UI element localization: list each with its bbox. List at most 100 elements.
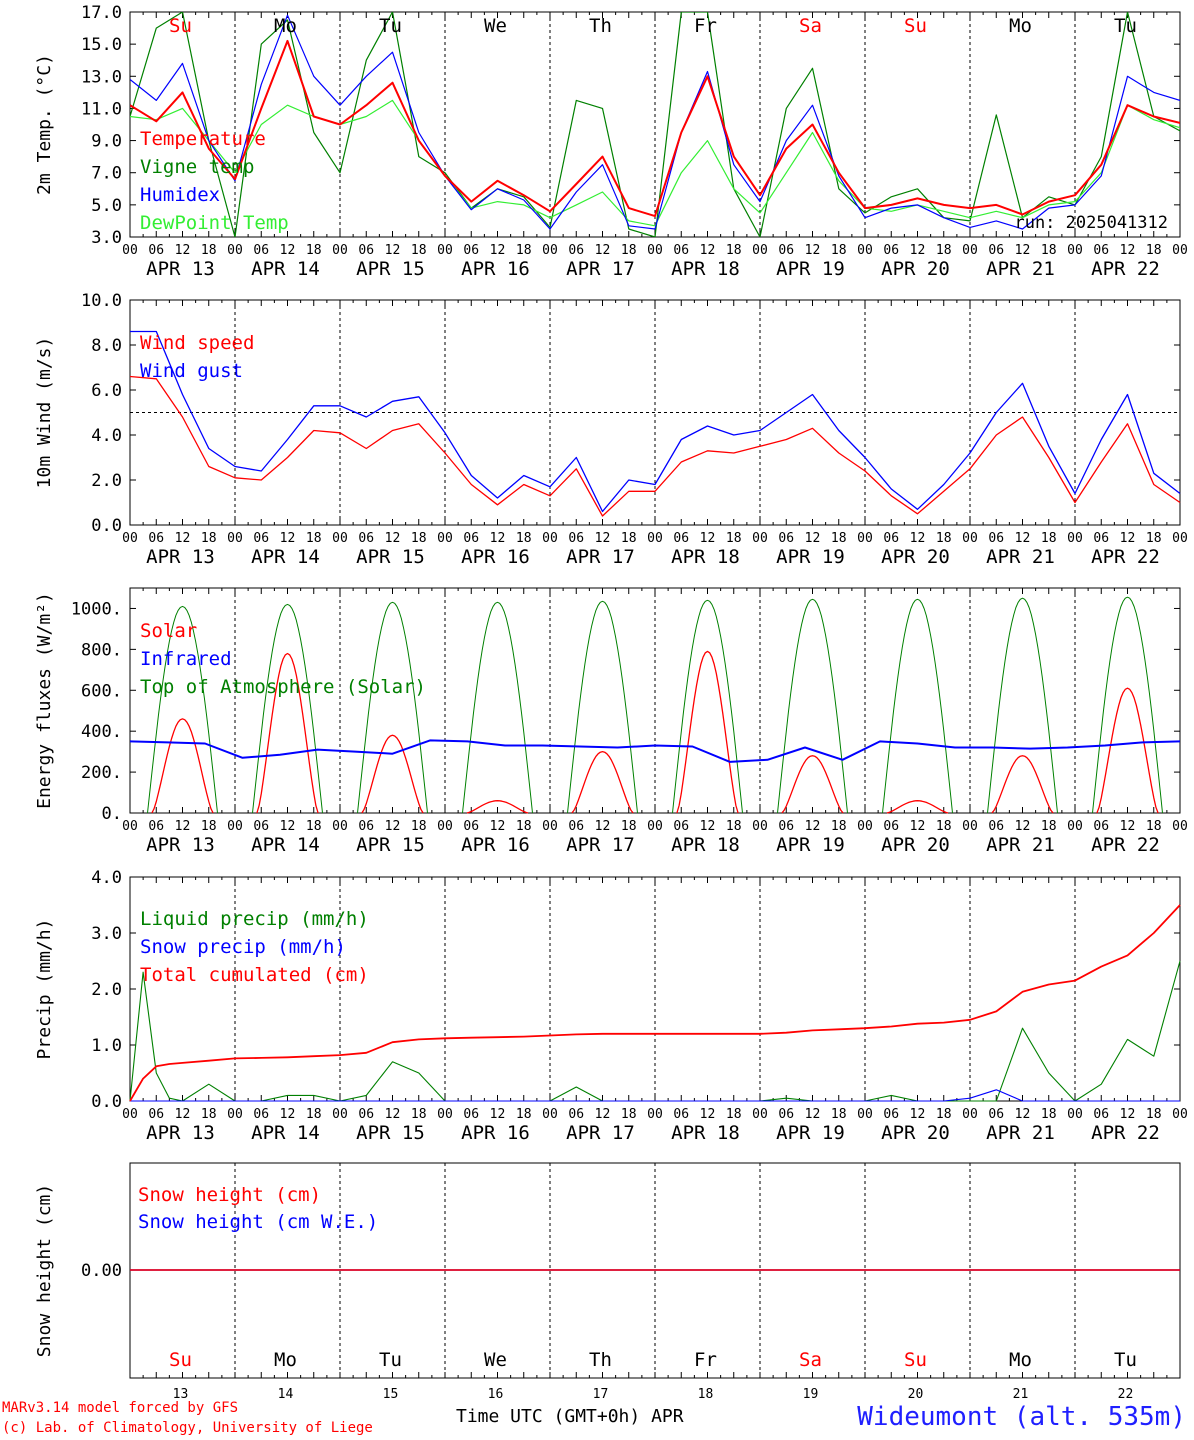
hour-tick-label: 00 — [647, 243, 663, 258]
hour-tick-label: 00 — [542, 243, 558, 258]
date-label: APR 18 — [671, 834, 740, 856]
hour-tick-label: 06 — [463, 243, 479, 258]
hour-tick-label: 00 — [1067, 243, 1083, 258]
hour-tick-label: 18 — [621, 819, 637, 834]
hour-tick-label: 18 — [1146, 531, 1162, 546]
day-name-label: Tu — [1114, 1349, 1137, 1371]
date-label: APR 17 — [566, 1122, 635, 1144]
hour-tick-label: 00 — [647, 531, 663, 546]
hour-tick-label: 12 — [1015, 531, 1031, 546]
hour-tick-label: 00 — [647, 1107, 663, 1122]
x-axis-month: APR — [651, 1406, 684, 1427]
hour-tick-label: 06 — [778, 819, 794, 834]
panel-frame — [129, 587, 1181, 814]
hour-tick-label: 00 — [1172, 243, 1188, 258]
hour-tick-label: 12 — [595, 531, 611, 546]
hour-tick-label: 06 — [253, 243, 269, 258]
hour-tick-label: 12 — [1015, 243, 1031, 258]
hour-tick-label: 00 — [332, 531, 348, 546]
hour-tick-label: 00 — [647, 819, 663, 834]
hour-tick-label: 18 — [1146, 1107, 1162, 1122]
date-label: APR 18 — [671, 258, 740, 280]
toa-solar-day — [147, 605, 218, 814]
y-tick-label: 13.0 — [81, 67, 122, 87]
legend-entry: Snow height (cm) — [138, 1184, 321, 1206]
day-name-label: Su — [169, 15, 192, 37]
hour-tick-label: 06 — [253, 531, 269, 546]
y-tick-label: 7.0 — [91, 164, 122, 184]
y-tick-label: 800. — [81, 640, 122, 660]
date-label: APR 22 — [1091, 258, 1160, 280]
hour-tick-label: 00 — [1067, 1107, 1083, 1122]
hour-tick-label: 12 — [280, 1107, 296, 1122]
hour-tick-label: 06 — [463, 819, 479, 834]
date-label: APR 13 — [146, 834, 215, 856]
legend-entry: Temperature — [140, 128, 266, 150]
hour-tick-label: 18 — [306, 531, 322, 546]
hour-tick-label: 06 — [1093, 819, 1109, 834]
hour-tick-label: 06 — [148, 1107, 164, 1122]
hour-tick-label: 06 — [883, 1107, 899, 1122]
date-label: APR 16 — [461, 834, 530, 856]
hour-tick-label: 12 — [1015, 819, 1031, 834]
y-tick-label: 3.0 — [91, 228, 122, 248]
date-label: APR 22 — [1091, 834, 1160, 856]
hour-tick-label: 12 — [595, 1107, 611, 1122]
day-number-label: 16 — [488, 1387, 504, 1402]
hour-tick-label: 00 — [857, 531, 873, 546]
day-number-label: 18 — [698, 1387, 714, 1402]
hour-tick-label: 12 — [280, 243, 296, 258]
hour-tick-label: 12 — [805, 243, 821, 258]
hour-tick-label: 06 — [568, 1107, 584, 1122]
hour-tick-label: 18 — [726, 1107, 742, 1122]
date-label: APR 14 — [251, 546, 320, 568]
y-tick-label: 0.0 — [91, 516, 122, 536]
series-line-1 — [130, 330, 1181, 513]
day-number-label: 13 — [173, 1387, 189, 1402]
day-name-label: Mo — [274, 15, 297, 37]
hour-tick-label: 06 — [673, 1107, 689, 1122]
hour-tick-label: 18 — [831, 243, 847, 258]
date-label: APR 18 — [671, 1122, 740, 1144]
hour-tick-label: 18 — [621, 243, 637, 258]
hour-tick-label: 18 — [201, 531, 217, 546]
hour-tick-label: 12 — [1120, 819, 1136, 834]
date-label: APR 13 — [146, 258, 215, 280]
series-line-2 — [129, 904, 1181, 1102]
hour-tick-label: 18 — [1041, 243, 1057, 258]
infrared-line — [129, 739, 1181, 763]
hour-tick-label: 00 — [962, 1107, 978, 1122]
credit-line-2: (c) Lab. of Climatology, University of L… — [2, 1420, 373, 1436]
series-line-0 — [129, 375, 1181, 517]
panel-precip: 0.0 1.0 2.0 3.0 4.0 Precip (mm/h) Liquid preci… — [34, 868, 1188, 1144]
hour-tick-label: 06 — [358, 243, 374, 258]
hour-tick-label: 06 — [253, 1107, 269, 1122]
hour-tick-label: 18 — [516, 243, 532, 258]
hour-tick-label: 06 — [568, 243, 584, 258]
toa-solar-day — [1092, 596, 1163, 814]
hour-tick-label: 12 — [910, 531, 926, 546]
legend-entry: Snow height (cm W.E.) — [138, 1211, 378, 1233]
legend-entry: Top of Atmosphere (Solar) — [140, 676, 426, 698]
hour-tick-label: 06 — [253, 819, 269, 834]
hour-tick-label: 18 — [306, 819, 322, 834]
day-name-label: Su — [904, 1349, 927, 1371]
hour-tick-label: 18 — [411, 1107, 427, 1122]
y-axis-label: Energy fluxes (W/m²) — [34, 592, 55, 809]
hour-tick-label: 06 — [463, 1107, 479, 1122]
solar-day — [1096, 687, 1159, 814]
day-name-label: We — [484, 15, 507, 37]
legend-entry: Wind gust — [140, 360, 243, 382]
y-tick-label: 0.0 — [91, 1092, 122, 1112]
hour-tick-label: 12 — [910, 819, 926, 834]
hour-tick-label: 00 — [857, 243, 873, 258]
hour-tick-label: 12 — [700, 531, 716, 546]
hour-tick-label: 00 — [227, 531, 243, 546]
hour-tick-label: 12 — [280, 819, 296, 834]
y-tick-label: 11.0 — [81, 99, 122, 119]
y-tick-label: 15.0 — [81, 35, 122, 55]
solar-day — [466, 800, 529, 814]
day-number-label: 20 — [908, 1387, 924, 1402]
date-label: APR 15 — [356, 834, 425, 856]
panel-frame — [129, 11, 1181, 238]
